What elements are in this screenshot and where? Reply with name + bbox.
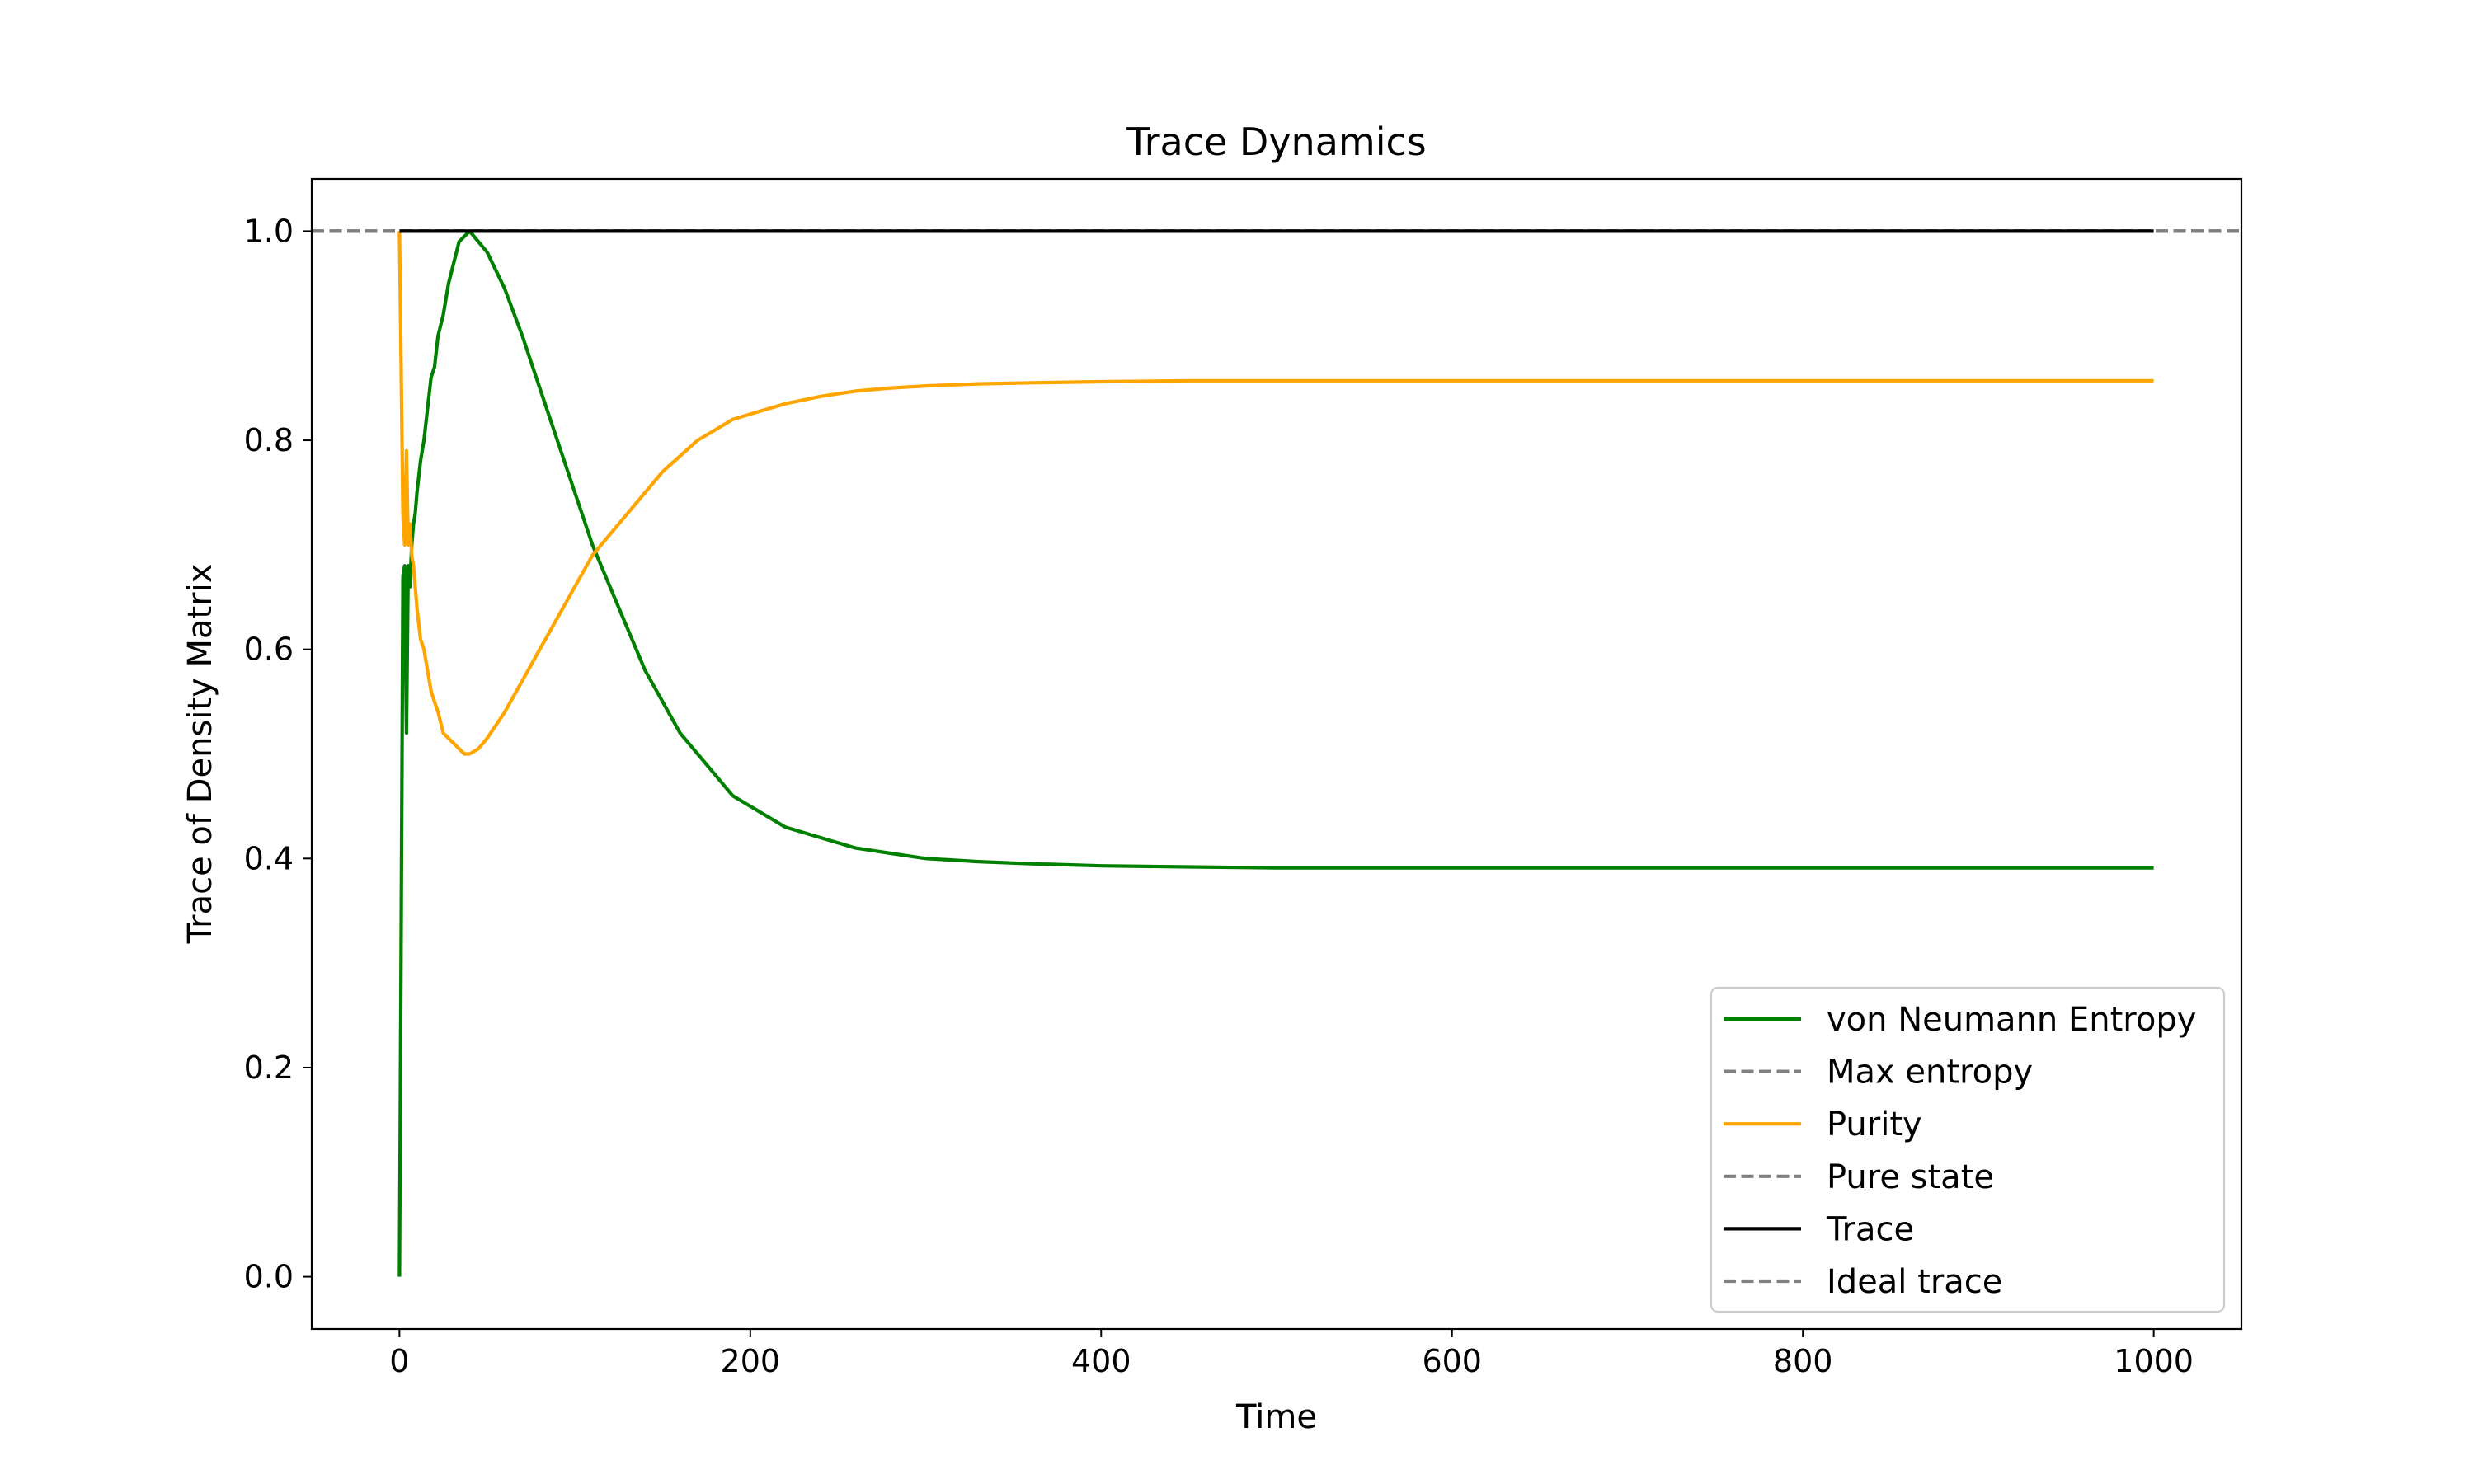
chart-title: Trace Dynamics <box>1126 120 1427 164</box>
legend-label-max-entropy: Max entropy <box>1827 1054 2033 1092</box>
series-layer <box>312 229 2241 1277</box>
x-axis-label: Time <box>1235 1398 1317 1436</box>
series-line-purity <box>397 231 2154 756</box>
legend-label-ideal-trace: Ideal trace <box>1827 1263 2002 1301</box>
x-tick-label: 1000 <box>2114 1343 2194 1379</box>
x-axis-ticks: 0 200 400 600 800 1000 <box>389 1329 2194 1379</box>
y-tick-label: 0.0 <box>244 1259 294 1295</box>
legend-box <box>1710 986 2226 1313</box>
legend-label-pure-state: Pure state <box>1827 1158 1994 1196</box>
x-tick-label: 0 <box>389 1343 409 1379</box>
y-tick-label: 0.6 <box>244 632 294 668</box>
x-tick-label: 600 <box>1422 1343 1482 1379</box>
x-tick-label: 200 <box>721 1343 781 1379</box>
series-line-von-neumann-entropy <box>397 229 2154 1277</box>
y-tick-label: 0.2 <box>244 1050 294 1086</box>
y-tick-label: 0.4 <box>244 840 294 876</box>
y-tick-label: 1.0 <box>244 213 294 249</box>
legend-label-trace: Trace <box>1826 1210 1914 1248</box>
y-tick-label: 0.8 <box>244 422 294 458</box>
plot-frame <box>310 177 2243 1331</box>
legend-label-von-neumann-entropy: von Neumann Entropy <box>1827 1001 2196 1039</box>
y-axis-label: Trace of Density Matrix <box>181 564 219 945</box>
legend-entries: von Neumann Entropy Max entropy Purity Pure… <box>1724 1001 2196 1301</box>
y-axis-ticks: 0.0 0.2 0.4 0.6 0.8 1.0 <box>244 213 312 1295</box>
x-tick-label: 400 <box>1071 1343 1131 1379</box>
x-tick-label: 800 <box>1773 1343 1833 1379</box>
legend-label-purity: Purity <box>1827 1106 1922 1144</box>
legend: von Neumann Entropy Max entropy Purity Pure… <box>1710 986 2226 1313</box>
plot-area <box>310 177 2243 1331</box>
